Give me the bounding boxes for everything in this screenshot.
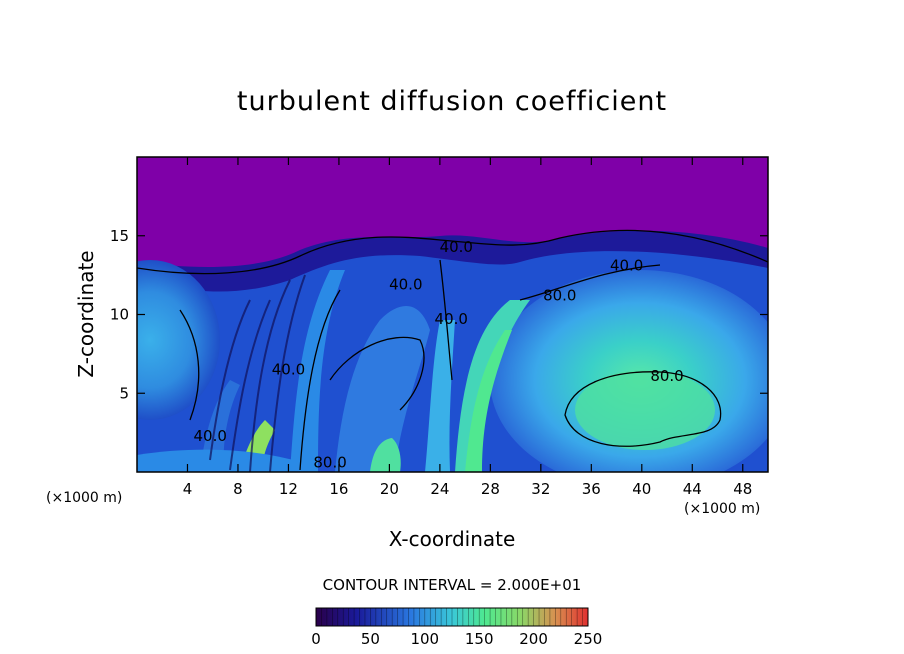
x-tick-label: 4 [183,480,193,498]
y-tick-label: 15 [110,227,129,245]
y-tick-label: 5 [119,384,129,402]
x-unit-label-left: (×1000 m) [46,490,123,506]
x-tick-label: 44 [683,480,702,498]
contour-lines [137,229,768,471]
x-axis-label: X-coordinate [388,527,516,551]
y-tick-label: 10 [110,306,129,324]
contour-label: 80.0 [543,287,576,305]
colorbar-bands [321,608,583,626]
x-tick-label: 8 [233,480,243,498]
colorbar-tick-label: 50 [361,630,380,648]
x-tick-label: 40 [632,480,651,498]
contour-label: 40.0 [440,238,473,256]
x-tick-label: 48 [733,480,752,498]
x-tick-label: 16 [329,480,348,498]
colorbar-ticks: 0 50 100 150 200 250 [311,630,602,648]
heatmap-field [137,157,768,472]
colorbar-tick-label: 150 [465,630,494,648]
colorbar-tick-label: 250 [574,630,603,648]
x-unit-label-right: (×1000 m) [684,501,761,517]
x-tick-label: 24 [430,480,449,498]
contour-label: 40.0 [389,276,422,294]
x-tick-label: 32 [531,480,550,498]
contour-label: 80.0 [650,367,683,385]
x-tick-label: 12 [279,480,298,498]
contour-labels: 40.0 40.0 40.0 40.0 80.0 80.0 40.0 40.0 80.0 [193,238,683,472]
x-tick-label: 20 [380,480,399,498]
colorbar-tick-label: 200 [519,630,548,648]
colorbar-tick-label: 100 [410,630,439,648]
chart-title: turbulent diffusion coefficient [236,86,668,117]
contour-label: 40.0 [435,310,468,328]
contour-label: 80.0 [313,454,346,472]
x-tick-label: 36 [582,480,601,498]
contour-label: 40.0 [193,427,226,445]
colorbar-tick-label: 0 [311,630,321,648]
contour-label: 40.0 [610,257,643,275]
x-tick-label: 28 [481,480,500,498]
contour-interval-label: CONTOUR INTERVAL = 2.000E+01 [322,576,582,594]
contour-label: 40.0 [272,361,305,379]
